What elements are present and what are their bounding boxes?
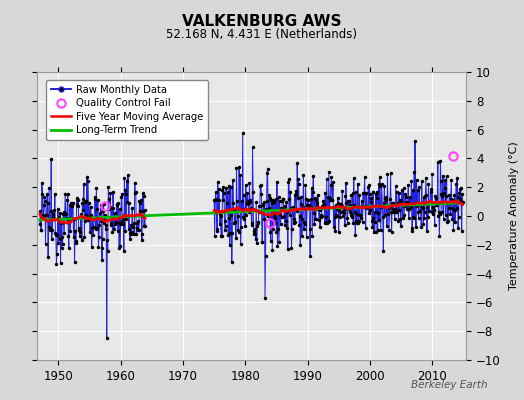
Text: Berkeley Earth: Berkeley Earth (411, 380, 487, 390)
Legend: Raw Monthly Data, Quality Control Fail, Five Year Moving Average, Long-Term Tren: Raw Monthly Data, Quality Control Fail, … (46, 80, 209, 140)
Y-axis label: Temperature Anomaly (°C): Temperature Anomaly (°C) (509, 142, 519, 290)
Text: VALKENBURG AWS: VALKENBURG AWS (182, 14, 342, 29)
Text: 52.168 N, 4.431 E (Netherlands): 52.168 N, 4.431 E (Netherlands) (167, 28, 357, 41)
